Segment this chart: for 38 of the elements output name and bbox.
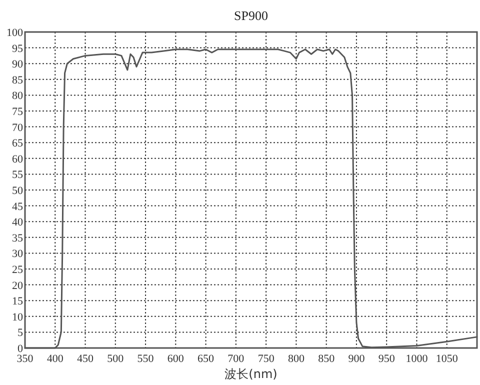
y-tick-label: 60: [12, 153, 24, 166]
y-tick-label: 10: [12, 311, 24, 324]
y-tick-label: 50: [12, 185, 24, 197]
x-tick-label: 850: [318, 353, 336, 365]
x-tick-label: 500: [107, 353, 124, 365]
x-tick-label: 900: [348, 353, 366, 365]
y-tick-label: 45: [12, 200, 24, 213]
x-tick-label: 350: [16, 353, 34, 365]
y-tick-label: 80: [12, 90, 24, 102]
y-tick-label: 25: [12, 264, 24, 276]
y-tick-label: 55: [12, 169, 24, 182]
y-tick-label: 95: [12, 42, 24, 55]
x-tick-label: 950: [378, 353, 396, 365]
y-tick-label: 75: [12, 106, 24, 118]
x-tick-label: 650: [198, 353, 215, 365]
y-tick-label: 70: [12, 122, 24, 134]
x-tick-label: 600: [167, 353, 184, 365]
x-tick-label: 1000: [406, 353, 428, 365]
y-tick-label: 65: [12, 138, 24, 150]
y-tick-label: 30: [12, 248, 24, 260]
y-tick-label: 40: [12, 216, 24, 229]
x-tick-label: 700: [228, 353, 245, 365]
y-tick-label: 35: [12, 232, 24, 244]
y-tick-label: 0: [18, 343, 24, 355]
x-tick-label: 550: [137, 353, 154, 365]
x-tick-label: 1050: [436, 353, 458, 365]
y-tick-label: 20: [12, 280, 24, 292]
y-tick-label: 15: [12, 296, 24, 308]
x-tick-label: 400: [46, 353, 64, 365]
y-tick-label: 85: [12, 74, 24, 86]
x-tick-label: 450: [77, 353, 94, 365]
chart-title: SP900: [234, 8, 268, 23]
y-tick-label: 5: [18, 327, 24, 340]
y-tick-label: 90: [12, 58, 24, 71]
x-tick-label: 750: [258, 353, 275, 365]
x-tick-label: 800: [288, 353, 305, 365]
x-axis-title: 波长(nm): [224, 367, 278, 381]
y-tick-label: 100: [6, 27, 24, 39]
